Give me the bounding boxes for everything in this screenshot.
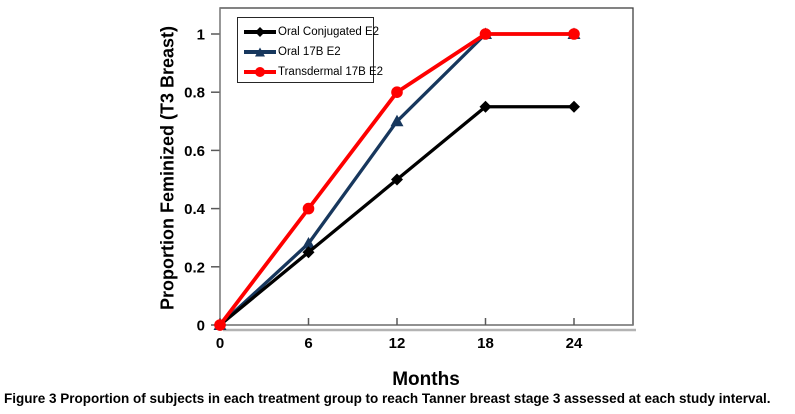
y-tick-label: 0.4 <box>184 201 206 218</box>
figure-caption-prefix: Figure 3 <box>4 391 57 406</box>
data-point-diamond <box>568 100 580 113</box>
legend-label: Oral Conjugated E2 <box>278 26 380 38</box>
y-tick-label: 0 <box>197 318 205 335</box>
data-point-circle <box>391 86 403 98</box>
y-axis-title: Proportion Feminized (T3 Breast) <box>157 25 178 311</box>
x-axis-title: Months <box>392 369 460 390</box>
data-point-triangle <box>390 114 404 127</box>
legend-item-oral-conjugated-e2: Oral Conjugated E2 <box>244 22 379 42</box>
legend-label: Oral 17B E2 <box>278 46 341 58</box>
x-tick-label: 18 <box>477 335 494 352</box>
legend-line-sample <box>244 67 276 77</box>
legend-label: Transdermal 17B E2 <box>278 66 384 78</box>
data-point-circle <box>568 28 580 40</box>
line-chart-plot: 0 0.2 0.4 0.6 0.8 1 0 6 12 18 24 <box>184 7 636 352</box>
y-tick-label: 1 <box>197 27 205 44</box>
x-tick-label: 0 <box>216 335 224 352</box>
data-point-diamond <box>391 173 403 186</box>
data-point-diamond <box>302 246 315 259</box>
x-tick-label: 6 <box>304 335 312 352</box>
legend: Oral Conjugated E2 Oral 17B E2 Transderm… <box>237 17 383 83</box>
x-tick-label: 12 <box>389 335 406 352</box>
triangle-marker-icon <box>255 47 265 57</box>
data-point-circle <box>214 319 226 331</box>
figure-caption-text: Proportion of subjects in each treatment… <box>60 391 771 406</box>
circle-marker-icon <box>255 67 265 77</box>
y-tick-label: 0.2 <box>184 259 205 276</box>
figure-caption: Figure 3 Proportion of subjects in each … <box>4 391 792 406</box>
data-point-triangle <box>302 237 315 249</box>
legend-line-sample <box>244 47 276 57</box>
diamond-marker-icon <box>255 27 265 37</box>
x-tick-label: 24 <box>566 335 583 352</box>
legend-item-transdermal-17b-e2: Transdermal 17B E2 <box>244 62 383 82</box>
legend-line-sample <box>244 27 276 37</box>
data-point-circle <box>302 202 315 215</box>
y-tick-label: 0.6 <box>184 143 205 160</box>
data-point-circle <box>479 28 492 40</box>
y-tick-label: 0.8 <box>184 85 205 102</box>
data-point-diamond <box>479 100 492 113</box>
legend-item-oral-17b-e2: Oral 17B E2 <box>244 42 373 62</box>
